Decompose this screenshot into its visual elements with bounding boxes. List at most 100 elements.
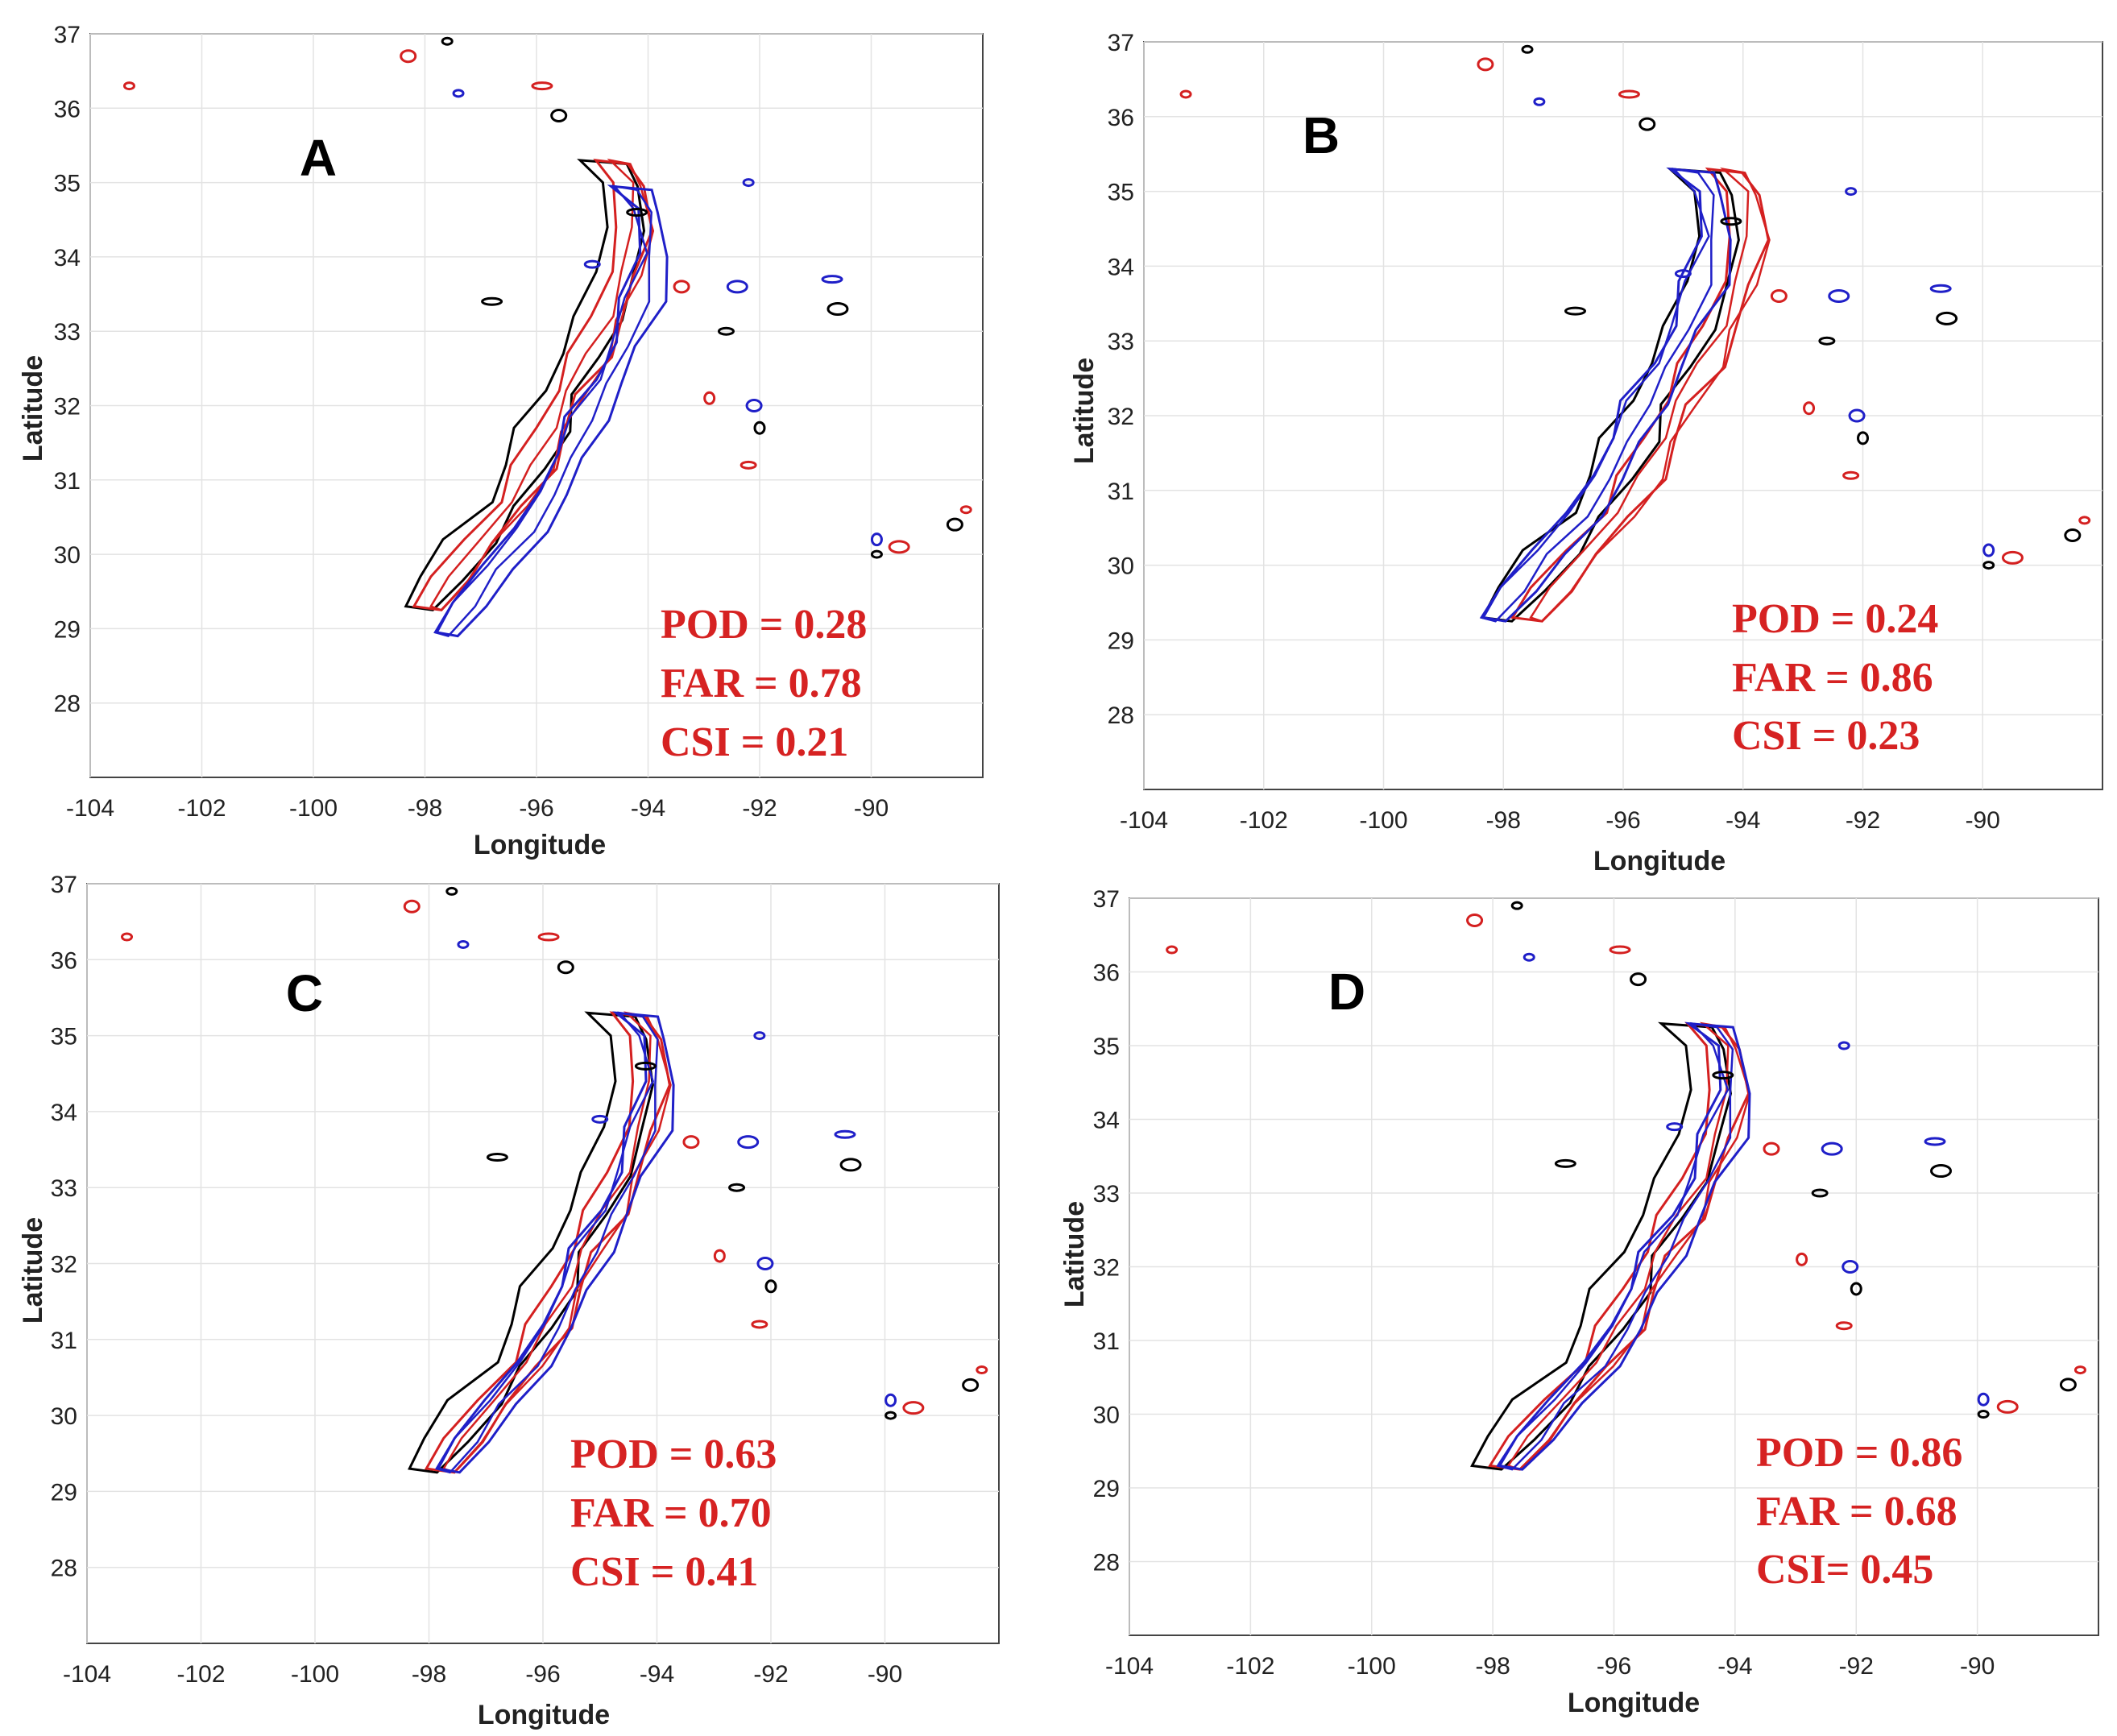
pod-metric: POD = 0.63 bbox=[570, 1431, 777, 1477]
x-tick-label: -98 bbox=[412, 1661, 446, 1688]
y-tick-label: 33 bbox=[1108, 329, 1134, 355]
y-tick-label: 28 bbox=[51, 1556, 77, 1582]
far-metric: FAR = 0.68 bbox=[1756, 1489, 1958, 1535]
y-tick-label: 33 bbox=[51, 1175, 77, 1202]
red-cell bbox=[122, 81, 135, 91]
y-tick-label: 30 bbox=[1108, 553, 1134, 580]
far-metric: FAR = 0.70 bbox=[570, 1490, 772, 1536]
y-tick-label: 32 bbox=[1093, 1255, 1120, 1282]
red-cell bbox=[713, 1249, 726, 1263]
y-tick-label: 29 bbox=[54, 616, 81, 643]
red-cell bbox=[400, 49, 417, 64]
blue-contour-inner bbox=[1496, 1021, 1734, 1471]
black-cell bbox=[884, 1411, 897, 1420]
blue-cell bbox=[1666, 1122, 1684, 1132]
y-tick-label: 30 bbox=[54, 542, 81, 569]
black-cell bbox=[753, 421, 766, 435]
y-tick-label: 31 bbox=[51, 1328, 77, 1354]
red-contour-inner bbox=[429, 158, 655, 611]
x-axis-label: Longitude bbox=[1593, 846, 1726, 876]
y-tick-label: 29 bbox=[1108, 628, 1134, 654]
blue-cell bbox=[1821, 1141, 1843, 1156]
y-tick-label: 34 bbox=[51, 1100, 77, 1126]
x-tick-label: -90 bbox=[854, 795, 889, 822]
pod-metric: POD = 0.86 bbox=[1756, 1430, 1962, 1476]
red-cell bbox=[1166, 945, 1179, 955]
x-tick-label: -96 bbox=[525, 1661, 560, 1688]
red-cell bbox=[751, 1320, 768, 1329]
red-cell bbox=[888, 540, 910, 554]
y-tick-label: 30 bbox=[1093, 1402, 1120, 1429]
far-metric: FAR = 0.78 bbox=[661, 661, 862, 706]
blue-cell bbox=[457, 939, 470, 949]
y-tick-label: 34 bbox=[1108, 254, 1134, 280]
csi-metric: CSI= 0.45 bbox=[1756, 1547, 1933, 1593]
y-tick-label: 31 bbox=[54, 468, 81, 495]
y-tick-label: 35 bbox=[51, 1024, 77, 1050]
black-cell bbox=[1521, 44, 1534, 54]
x-tick-label: -98 bbox=[1475, 1653, 1510, 1680]
black-cell bbox=[486, 1152, 508, 1162]
blue-cell bbox=[1533, 97, 1546, 106]
red-cell bbox=[682, 1135, 700, 1150]
black-cell bbox=[626, 208, 648, 218]
x-tick-label: -94 bbox=[1717, 1653, 1752, 1680]
x-tick-label: -94 bbox=[1726, 807, 1760, 834]
black-cell bbox=[962, 1378, 980, 1392]
x-tick-label: -94 bbox=[631, 795, 665, 822]
x-tick-label: -104 bbox=[1105, 1653, 1154, 1680]
x-tick-label: -102 bbox=[1226, 1653, 1274, 1680]
x-tick-label: -94 bbox=[640, 1661, 674, 1688]
blue-cell bbox=[1837, 1041, 1850, 1050]
red-cell bbox=[1618, 89, 1640, 99]
x-tick-label: -102 bbox=[176, 1661, 225, 1688]
blue-cell bbox=[1845, 187, 1858, 197]
blue-cell bbox=[583, 259, 601, 269]
y-tick-label: 36 bbox=[1108, 105, 1134, 131]
red-cell bbox=[2078, 516, 2091, 525]
red-cell bbox=[1842, 470, 1860, 480]
pod-metric: POD = 0.28 bbox=[661, 602, 867, 648]
black-cell bbox=[1630, 972, 1647, 987]
black-cell bbox=[445, 886, 458, 896]
y-axis-label: Latitude bbox=[18, 355, 48, 462]
blue-cell bbox=[753, 1031, 766, 1041]
x-tick-label: -90 bbox=[1960, 1653, 1995, 1680]
red-cell bbox=[703, 391, 716, 405]
black-cell bbox=[1930, 1164, 1953, 1179]
black-cell bbox=[946, 517, 963, 532]
y-tick-label: 37 bbox=[1108, 30, 1134, 56]
red-cell bbox=[1770, 289, 1788, 304]
x-tick-label: -96 bbox=[1597, 1653, 1631, 1680]
x-tick-label: -92 bbox=[1839, 1653, 1874, 1680]
y-tick-label: 35 bbox=[1108, 180, 1134, 206]
black-cell bbox=[1818, 336, 1836, 346]
pod-metric: POD = 0.24 bbox=[1732, 596, 1938, 642]
black-cell bbox=[550, 109, 568, 123]
panel-a: -104 -102 -100 -98 -96 -94 -92 -90 28 29 30 31 32 33 3… bbox=[18, 22, 984, 860]
blue-cell bbox=[452, 89, 465, 98]
red-cell bbox=[673, 280, 690, 294]
y-tick-label: 37 bbox=[1093, 886, 1120, 913]
blue-cell bbox=[821, 275, 843, 284]
x-tick-label: -100 bbox=[1359, 807, 1407, 834]
x-tick-label: -90 bbox=[1966, 807, 2000, 834]
x-tick-label: -96 bbox=[1605, 807, 1640, 834]
y-tick-label: 28 bbox=[1108, 702, 1134, 729]
black-cell bbox=[2059, 1378, 2077, 1392]
y-tick-label: 28 bbox=[1093, 1550, 1120, 1576]
blue-cell bbox=[1674, 269, 1692, 279]
black-cell bbox=[1982, 561, 1995, 570]
x-tick-label: -92 bbox=[742, 795, 777, 822]
black-cell bbox=[1510, 901, 1523, 910]
black-cell bbox=[717, 326, 735, 336]
x-axis-label: Longitude bbox=[1568, 1688, 1700, 1718]
y-tick-label: 31 bbox=[1093, 1328, 1120, 1355]
blue-contour-inner bbox=[433, 184, 652, 638]
black-cell bbox=[826, 302, 849, 317]
black-cell bbox=[1638, 117, 1656, 131]
black-cell bbox=[481, 296, 503, 306]
x-tick-label: -104 bbox=[1120, 807, 1168, 834]
x-tick-label: -104 bbox=[66, 795, 114, 822]
